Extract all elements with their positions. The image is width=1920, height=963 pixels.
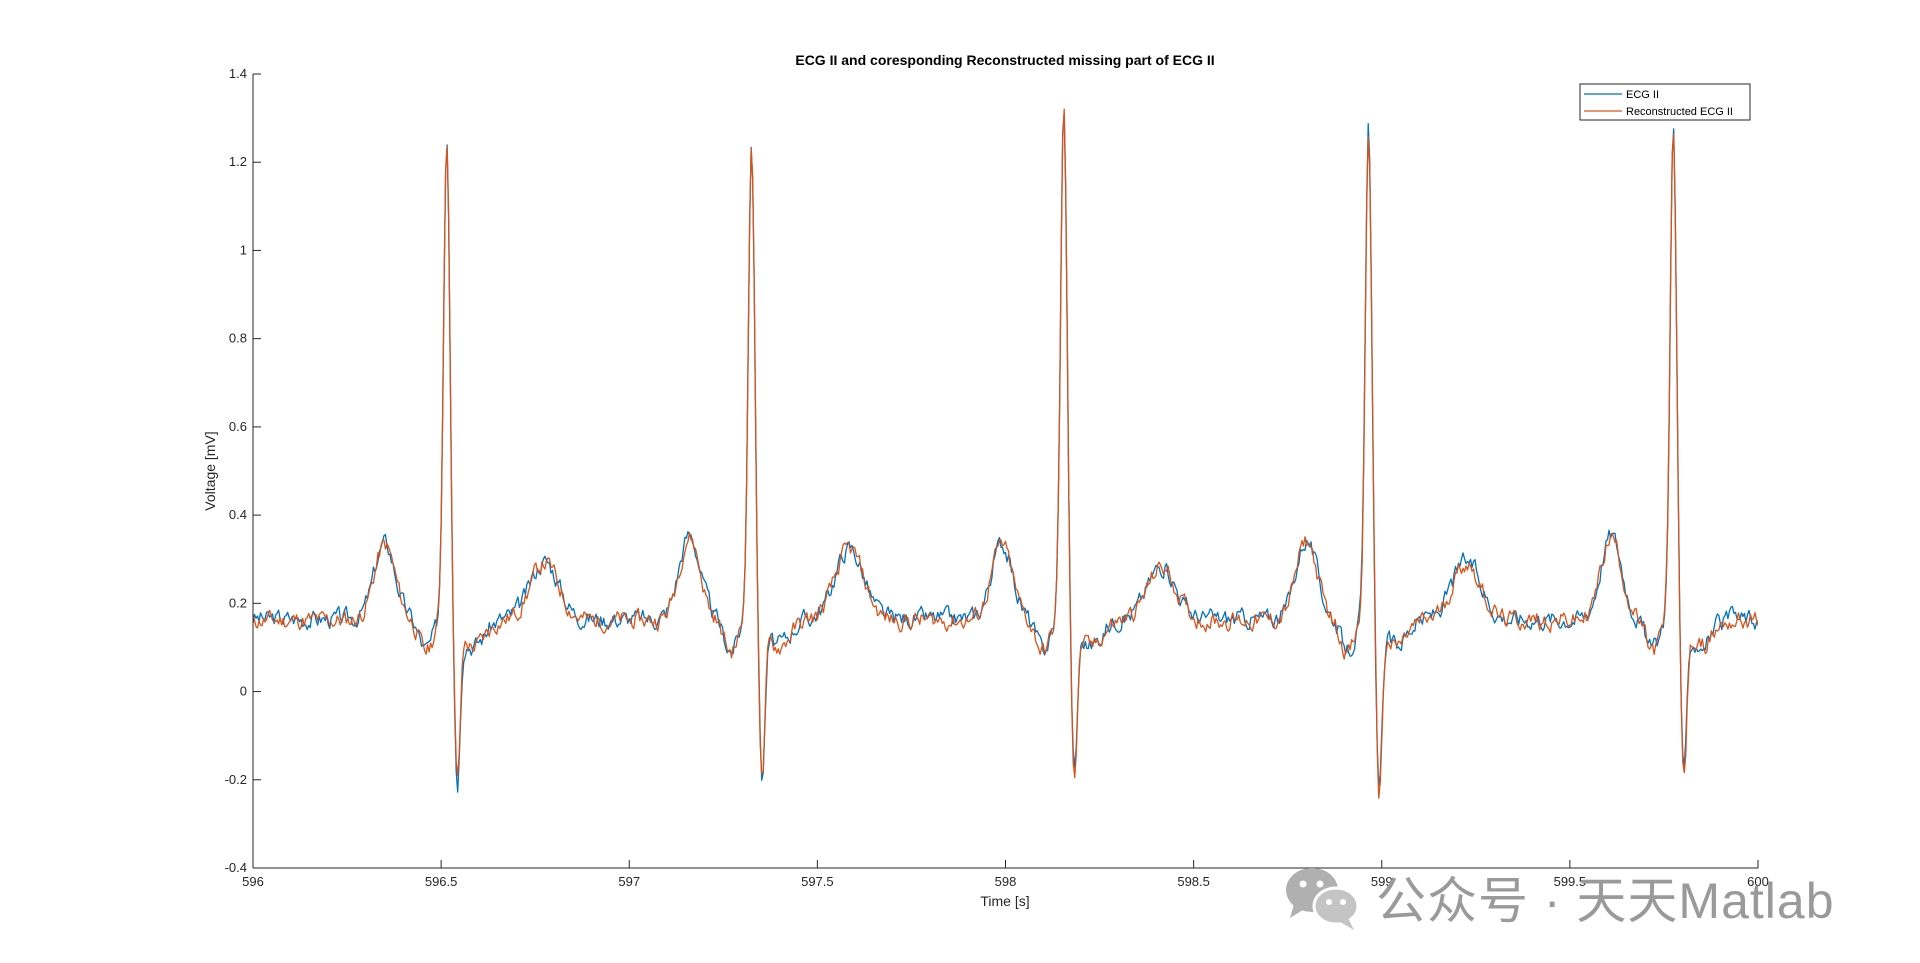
x-tick-label: 599 — [1371, 874, 1393, 889]
legend-label-ecg-ii: ECG II — [1626, 89, 1659, 101]
x-ticks: 596 596.5 597 597.5 598 598.5 599 599.5 600 — [242, 860, 1769, 889]
y-tick-label: 0 — [240, 684, 247, 699]
y-tick-label: 1.4 — [229, 66, 247, 81]
y-tick-label: -0.4 — [225, 860, 247, 875]
y-tick-label: 0.8 — [229, 331, 247, 346]
x-tick-label: 600 — [1747, 874, 1769, 889]
y-tick-label: 0.6 — [229, 419, 247, 434]
y-axis-title: Voltage [mV] — [202, 431, 218, 510]
y-tick-label: 0.4 — [229, 507, 247, 522]
x-axis-title: Time [s] — [980, 893, 1029, 909]
y-tick-label: -0.2 — [225, 772, 247, 787]
series-layer — [253, 108, 1758, 799]
watermark: 公众号 · 天天Matlab — [1280, 862, 1835, 932]
y-tick-label: 1.2 — [229, 154, 247, 169]
x-tick-label: 597.5 — [801, 874, 834, 889]
plot-area: 596 596.5 597 597.5 598 598.5 599 599.5 600 -0.4… — [225, 66, 1769, 889]
series-line-reconstructed-ecg-ii — [253, 108, 1758, 799]
x-tick-label: 599.5 — [1554, 874, 1587, 889]
watermark-text: 公众号 · 天天Matlab — [1376, 873, 1835, 929]
legend-box — [1579, 83, 1751, 121]
x-tick-label: 596.5 — [425, 874, 458, 889]
y-ticks: -0.4 -0.2 0 0.2 0.4 0.6 0.8 1 1.2 1.4 — [225, 66, 261, 875]
y-tick-label: 0.2 — [229, 595, 247, 610]
legend[interactable]: ECG II Reconstructed ECG II — [1579, 83, 1751, 121]
x-tick-label: 596 — [242, 874, 264, 889]
y-tick-label: 1 — [240, 242, 247, 257]
x-tick-label: 598 — [995, 874, 1017, 889]
legend-label-reconstructed: Reconstructed ECG II — [1626, 106, 1733, 118]
chart-title: ECG II and coresponding Reconstructed mi… — [795, 52, 1214, 68]
x-tick-label: 598.5 — [1177, 874, 1210, 889]
x-tick-label: 597 — [618, 874, 640, 889]
wechat-icon — [1286, 868, 1360, 930]
